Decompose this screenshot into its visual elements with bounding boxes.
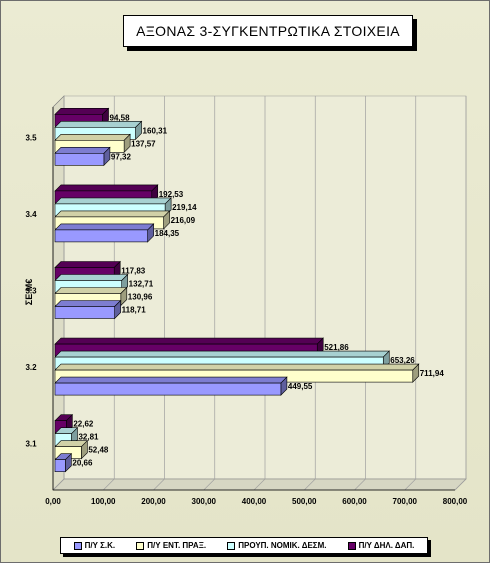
y-tick-label: 3.1: [25, 440, 37, 449]
data-labels: 22,62 32,81 52,48 20,66 521,86 653,26 711,94 44…: [72, 113, 444, 467]
bar-top-face: [54, 108, 110, 115]
gridline-floor: [52, 478, 65, 491]
gridline-floor: [253, 478, 266, 491]
x-tick-label: 300,00: [192, 497, 217, 506]
y-axis-label: ΣΕ Μ€: [24, 279, 34, 305]
data-label: 216,09: [171, 216, 196, 225]
gridline-floor: [454, 478, 467, 491]
legend-item: ΠΡΟΥΠ. ΝΟΜΙΚ. ΔΕΣΜ.: [227, 541, 326, 550]
bar: [54, 146, 111, 167]
y-tick-label: 3.4: [25, 210, 37, 219]
bar: [54, 223, 155, 243]
legend-item: Π/Υ ΕΝΤ. ΠΡΑΞ.: [136, 541, 206, 550]
bar-top-face: [54, 210, 171, 218]
legend-item: Π/Υ Σ.Κ.: [73, 541, 116, 550]
bar: [54, 376, 288, 396]
data-label: 132,71: [129, 280, 154, 289]
data-label: 711,94: [420, 369, 445, 378]
data-label: 160,31: [143, 126, 168, 135]
data-label: 118,71: [122, 306, 147, 315]
bar-front-face: [54, 382, 282, 396]
legend-label: Π/Υ ΔΗΛ. ΔΑΠ.: [358, 541, 415, 550]
bar-top-face: [54, 134, 131, 141]
bar: [54, 299, 122, 320]
bar-top-face: [54, 184, 159, 192]
legend-label: Π/Υ ΕΝΤ. ΠΡΑΞ.: [147, 541, 207, 550]
bar-front-face: [54, 229, 148, 243]
legend: Π/Υ Σ.Κ. Π/Υ ΕΝΤ. ΠΡΑΞ. ΠΡΟΥΠ. ΝΟΜΙΚ. ΔΕΣΜ…: [60, 537, 428, 554]
data-label: 117,83: [121, 267, 146, 276]
x-tick-label: 500,00: [292, 497, 317, 506]
legend-label: Π/Υ Σ.Κ.: [84, 541, 116, 550]
x-tick-label: 200,00: [141, 497, 166, 506]
legend-swatch: [227, 541, 236, 550]
bar-front-face: [54, 306, 115, 319]
bar-top-face: [54, 287, 128, 294]
gridline-floor: [354, 478, 366, 491]
gridline-floor: [153, 478, 165, 491]
data-label: 219,14: [172, 203, 197, 212]
legend-swatch: [73, 541, 82, 550]
y-tick-label: 3.2: [25, 363, 37, 372]
axes: 0,00 100,00 200,00 300,00 400,00 500,00 600,00…: [25, 107, 468, 506]
data-label: 184,35: [155, 229, 180, 238]
bar-top-face: [54, 261, 121, 268]
data-label: 20,66: [72, 459, 93, 468]
data-label: 130,96: [128, 293, 153, 302]
legend-label: ΠΡΟΥΠ. ΝΟΜΙΚ. ΔΕΣΜ.: [238, 541, 327, 550]
data-label: 97,32: [111, 152, 132, 161]
data-label: 22,62: [73, 420, 94, 429]
bar-front-face: [54, 153, 105, 166]
bar: [54, 452, 73, 473]
bar-top-face: [54, 197, 172, 205]
bar-top-face: [54, 337, 324, 345]
x-tick-label: 600,00: [342, 497, 367, 506]
chart-title: ΑΞΟΝΑΣ 3-ΣΥΓΚΕΝΤΡΩΤΙΚΑ ΣΤΟΙΧΕΙΑ: [123, 15, 413, 47]
data-label: 137,57: [131, 139, 156, 148]
gridline-floor: [304, 478, 316, 491]
bar-top-face: [54, 147, 111, 154]
x-tick-label: 400,00: [242, 497, 267, 506]
data-label: 192,53: [159, 190, 184, 199]
bar-top-face: [54, 376, 288, 384]
x-tick-label: 700,00: [393, 497, 418, 506]
x-tick-label: 800,00: [443, 497, 468, 506]
bar-top-face: [54, 223, 155, 231]
x-tick-label: 0,00: [45, 497, 61, 506]
bar-front-face: [54, 459, 66, 473]
x-tick-label: 100,00: [91, 497, 116, 506]
bar-top-face: [54, 300, 122, 307]
gridline-floor: [404, 478, 416, 491]
data-label: 52,48: [88, 446, 109, 455]
y-tick-label: 3.3: [25, 287, 37, 296]
bar-top-face: [54, 274, 129, 281]
legend-item: Π/Υ ΔΗΛ. ΔΑΠ.: [347, 541, 415, 550]
bar-top-face: [54, 363, 420, 371]
gridlines: [52, 96, 467, 491]
data-label: 449,55: [288, 382, 313, 391]
data-label: 32,81: [78, 433, 99, 442]
legend-swatch: [136, 541, 145, 550]
data-label: 653,26: [390, 356, 415, 365]
y-tick-label: 3.5: [25, 133, 37, 142]
gridline-floor: [103, 478, 115, 491]
data-label: 521,86: [324, 343, 349, 352]
legend-swatch: [347, 541, 356, 550]
bars: [54, 107, 420, 473]
gridline-floor: [203, 478, 215, 491]
data-label: 94,58: [110, 113, 131, 122]
